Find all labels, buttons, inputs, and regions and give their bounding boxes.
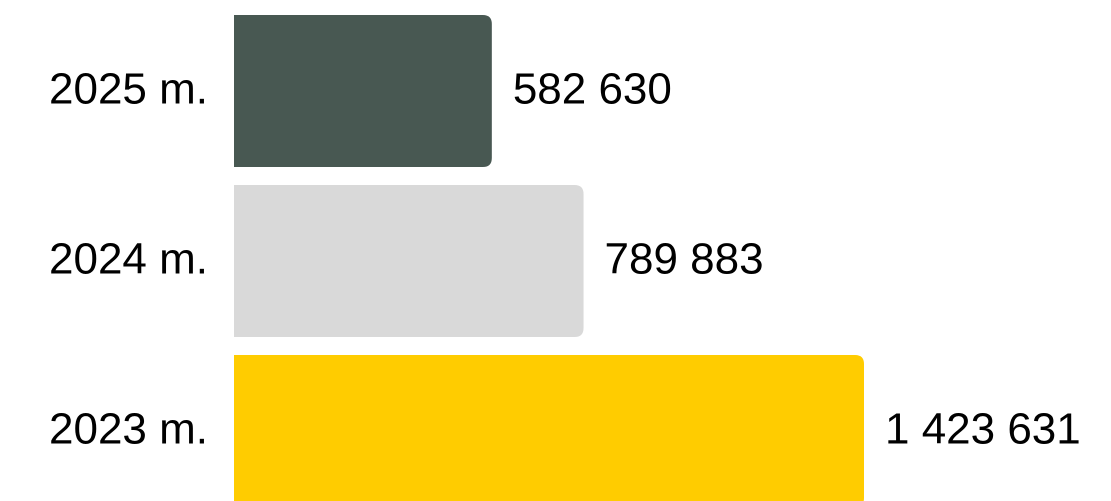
category-label: 2025 m. xyxy=(49,65,208,114)
value-label: 582 630 xyxy=(513,65,672,114)
bar xyxy=(234,355,864,501)
category-label: 2023 m. xyxy=(49,405,208,454)
value-label: 789 883 xyxy=(605,235,764,284)
value-label: 1 423 631 xyxy=(885,405,1081,454)
bar xyxy=(234,15,492,167)
category-label: 2024 m. xyxy=(49,235,208,284)
bar xyxy=(234,185,584,337)
